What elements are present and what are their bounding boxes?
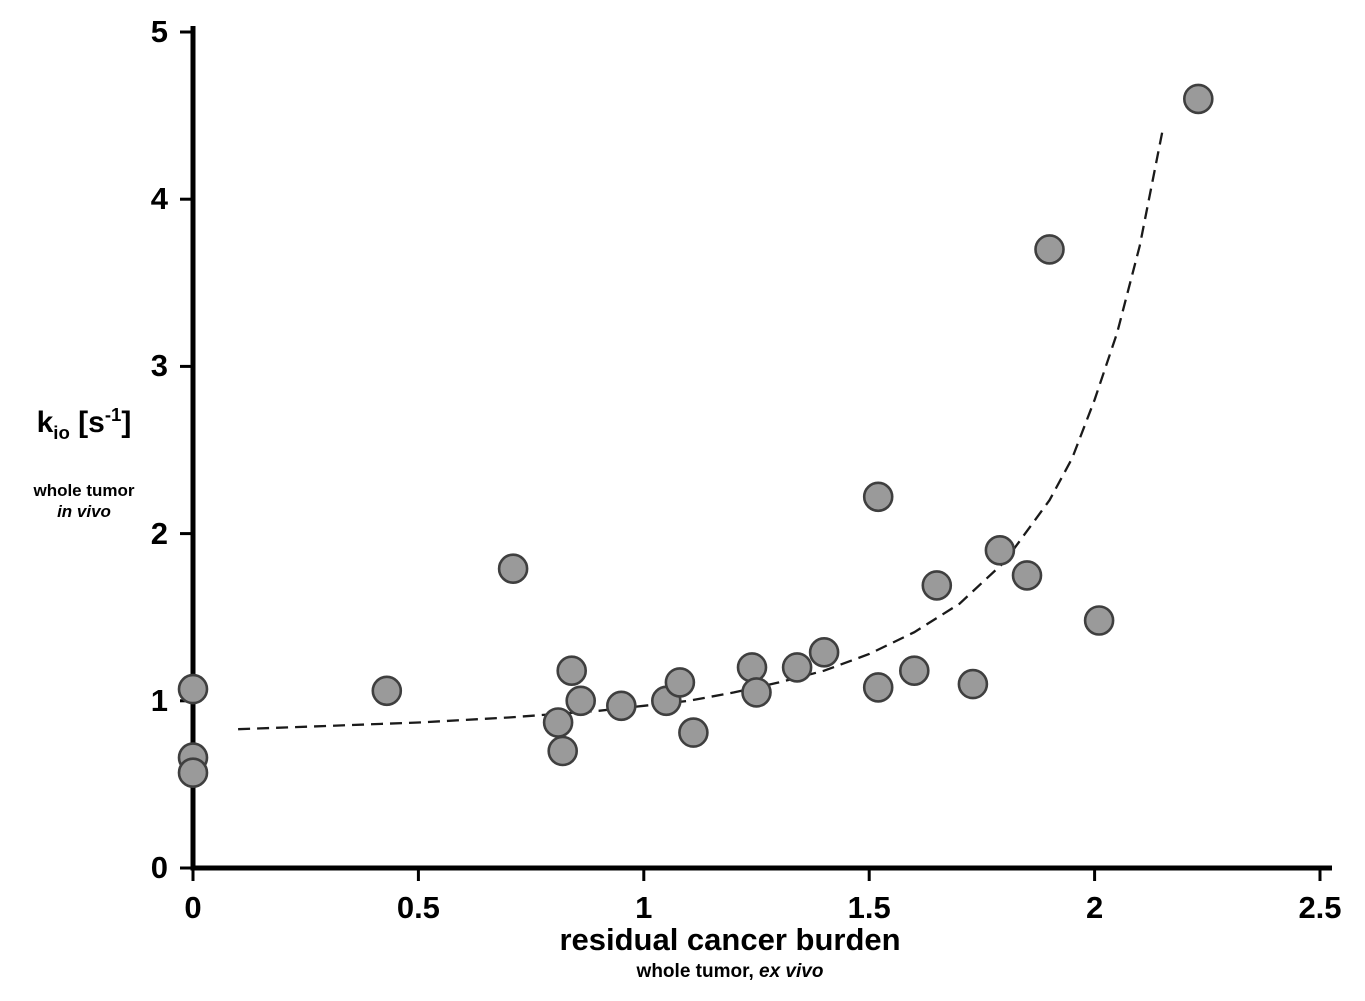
y-label-units-close: ] [121, 406, 132, 439]
y-tick-label: 4 [150, 181, 168, 217]
data-point [862, 672, 894, 703]
x-tick-label: 2 [1085, 890, 1104, 925]
data-point [1183, 83, 1214, 115]
data-point [957, 668, 989, 700]
data-point [781, 652, 813, 683]
data-point [664, 667, 696, 698]
data-point [898, 655, 930, 687]
y-label-symbol: k [36, 406, 54, 439]
y-axis-subtitle-line2: in vivo [57, 502, 111, 521]
y-tick-label: 2 [150, 515, 168, 551]
x-axis-label: residual cancer burden [559, 922, 901, 957]
data-point [808, 636, 840, 668]
data-point [862, 481, 894, 513]
y-label-subscript: io [53, 422, 70, 443]
x-tick-label: 0.5 [396, 890, 440, 925]
data-point [678, 717, 709, 748]
data-point [547, 735, 579, 767]
x-tick-label: 1.5 [847, 890, 891, 925]
y-tick-label: 5 [150, 14, 168, 49]
y-axis-subtitle-line1: whole tumor [33, 481, 135, 500]
y-tick-label: 1 [150, 682, 168, 718]
data-point [1011, 560, 1043, 591]
y-axis-label: kio [s-1] [14, 398, 154, 450]
x-tick-label: 2.5 [1298, 890, 1342, 925]
data-point [984, 534, 1016, 566]
x-tick-label: 1 [635, 890, 653, 925]
trend-line [238, 132, 1164, 731]
x-axis-subtitle-italic: ex vivo [759, 961, 824, 982]
x-axis-subtitle-plain: whole tumor, [636, 961, 759, 982]
y-label-superscript: -1 [104, 404, 122, 425]
data-point [921, 570, 953, 601]
y-axis-title-block: kio [s-1] whole tumor in vivo [14, 398, 154, 522]
data-point [177, 757, 209, 789]
data-point [371, 675, 403, 707]
data-point [736, 652, 768, 683]
data-point [565, 685, 597, 717]
data-point [177, 673, 209, 705]
x-axis-subtitle: whole tumor, ex vivo [160, 960, 1300, 984]
y-tick-label: 0 [150, 850, 168, 885]
x-axis-title-block: residual cancer burden whole tumor, ex v… [160, 922, 1300, 984]
data-point [741, 677, 772, 708]
data-point [556, 655, 588, 687]
data-point [1034, 234, 1065, 265]
y-label-units-open: [s [69, 406, 105, 439]
data-point [497, 553, 529, 585]
x-tick-label: 0 [184, 890, 202, 925]
y-tick-label: 3 [150, 348, 168, 384]
data-point [605, 690, 637, 722]
data-point [1083, 605, 1115, 636]
data-point [542, 707, 574, 738]
